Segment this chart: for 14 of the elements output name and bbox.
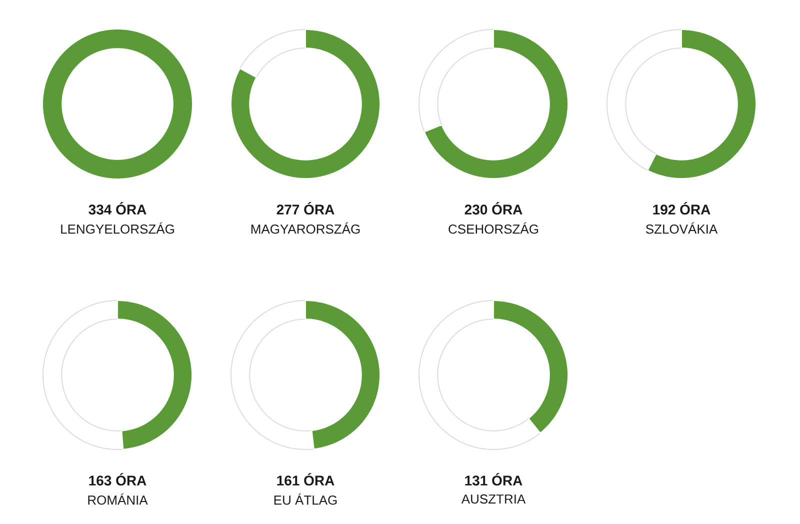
text: MAGYARORSZÁG: [251, 222, 360, 234]
text: EU ÁTLAG: [274, 493, 337, 505]
text: AUSZTRIA: [461, 494, 526, 504]
text: 230 ÓRA: [464, 202, 522, 215]
text: 163 ÓRA: [89, 473, 146, 486]
text: LENGYELORSZÁG: [61, 222, 174, 234]
text: 334 ÓRA: [88, 202, 146, 215]
text: 131 ÓRA: [465, 473, 522, 486]
text: SZLOVÁKIA: [646, 222, 718, 234]
text: 277 ÓRA: [276, 202, 334, 215]
text: CSEHORSZÁG: [448, 222, 538, 234]
text: 192 ÓRA: [653, 202, 710, 215]
text: ROMÁNIA: [88, 493, 148, 505]
text: 161 ÓRA: [277, 473, 334, 486]
